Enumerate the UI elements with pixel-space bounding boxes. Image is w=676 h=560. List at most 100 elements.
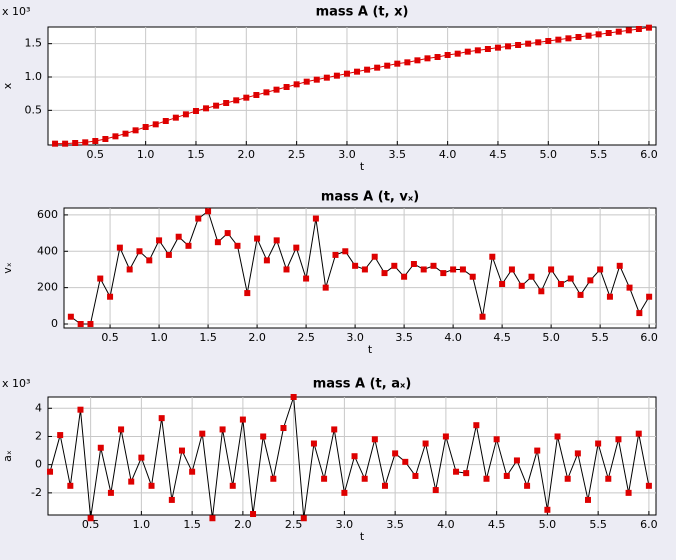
data-point [352,262,359,269]
data-point [565,35,572,42]
data-point [626,284,633,291]
data-point [587,277,594,284]
y-tick-label: 400 [37,244,58,257]
x-tick-label: 5.5 [591,331,609,344]
data-point [126,266,133,273]
data-point [273,86,280,93]
data-point [371,436,378,443]
data-point [313,76,320,83]
data-point [175,233,182,240]
data-point [453,468,460,475]
y-tick-label: 2 [35,429,42,442]
data-point [505,43,512,50]
data-point [450,266,457,273]
data-point [483,475,490,482]
data-point [508,266,515,273]
data-point [229,482,236,489]
data-point [107,489,114,496]
data-point [442,433,449,440]
x-tick-label: 3.5 [389,148,407,161]
x-tick-label: 6.0 [640,148,658,161]
y-tick-label: 0 [35,458,42,471]
data-point [239,416,246,423]
data-point [219,426,226,433]
data-point [538,288,545,295]
x-tick-label: 1.5 [199,331,217,344]
data-point [374,64,381,71]
x-tick-label: 5.0 [539,518,557,531]
data-point [263,257,270,264]
data-point [214,239,221,246]
data-point [515,42,522,48]
data-point [52,140,59,147]
y-axis-label: vₓ [1,262,14,274]
data-point [118,426,125,433]
data-point [283,266,290,273]
x-tick-label: 4.0 [444,331,462,344]
data-point [62,140,69,147]
data-point [234,242,241,249]
data-point [192,108,199,114]
data-point [283,84,290,90]
data-point [625,489,632,496]
data-point [332,251,339,258]
x-tick-label: 2.5 [285,518,303,531]
data-point [384,62,391,69]
x-axis-label: t [368,343,373,356]
data-point [250,511,257,518]
data-point [499,281,506,287]
data-point [209,515,216,522]
data-point [142,124,149,130]
data-point [412,472,419,479]
data-point [303,275,310,282]
data-point [424,55,431,62]
data-point [577,291,584,298]
data-point [107,293,114,300]
data-point [280,425,287,432]
data-point [391,262,398,269]
data-point [97,444,104,451]
data-point [430,262,437,269]
data-point [645,24,652,31]
data-point [323,74,330,81]
data-point [535,39,542,46]
data-point [77,321,84,327]
data-point [557,281,564,287]
data-point [343,70,350,77]
data-point [479,313,486,320]
data-point [158,415,165,422]
data-point [152,121,159,128]
x-tick-label: 5.0 [542,331,560,344]
data-point [616,262,623,269]
data-point [394,60,401,67]
x-tick-label: 1.5 [187,148,205,161]
x-tick-label: 1.5 [183,518,201,531]
x-tick-label: 2.0 [234,518,252,531]
data-point [615,28,622,35]
x-tick-label: 0.5 [82,518,100,531]
data-point [146,257,153,264]
data-point [199,430,206,437]
data-point [493,436,500,443]
data-point [82,139,89,146]
data-point [223,100,230,106]
data-point [57,432,64,439]
data-point [203,105,210,112]
axis-multiplier: x 10³ [2,377,30,390]
y-tick-label: 600 [37,208,58,221]
data-point [392,450,399,457]
data-point [440,270,447,277]
data-point [253,92,260,98]
data-point [244,290,251,297]
x-tick-label: 2.5 [288,148,306,161]
data-point [410,261,417,267]
data-point [224,230,231,237]
x-axis-label: t [360,160,365,173]
data-point [555,36,562,43]
data-point [371,253,378,260]
x-tick-label: 2.0 [238,148,256,161]
data-point [290,394,297,400]
x-tick-label: 3.5 [386,518,404,531]
data-point [474,47,481,54]
data-point [554,433,561,440]
